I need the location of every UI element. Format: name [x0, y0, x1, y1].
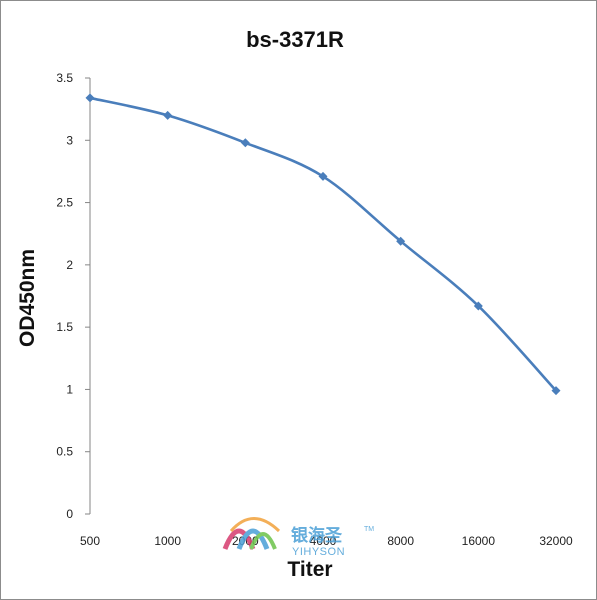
x-tick-label: 4000	[310, 534, 337, 548]
data-point-marker	[163, 110, 173, 120]
x-tick-label: 1000	[154, 534, 181, 548]
data-point-marker	[473, 301, 483, 311]
data-point-marker	[318, 171, 328, 181]
x-tick-label: 16000	[462, 534, 496, 548]
y-tick-label: 3	[66, 133, 73, 147]
y-tick-label: 0.5	[56, 445, 73, 459]
data-point-marker	[240, 138, 250, 148]
yihyson-logo-icon	[222, 517, 281, 550]
x-tick-label: 8000	[387, 534, 414, 548]
y-tick-label: 2.5	[56, 196, 73, 210]
chart-title: bs-3371R	[246, 27, 344, 52]
y-tick-label: 3.5	[56, 71, 73, 85]
y-tick-label: 2	[66, 258, 73, 272]
y-axis-title: OD450nm	[16, 249, 39, 347]
yihyson-watermark: 银海圣 TM YIHYSON	[222, 517, 374, 558]
data-point-marker	[551, 386, 561, 396]
y-tick-label: 1	[66, 382, 73, 396]
y-tick-label: 0	[66, 507, 73, 521]
data-markers	[85, 93, 561, 396]
watermark-name-cn: 银海圣	[291, 525, 343, 546]
x-tick-label: 500	[80, 534, 100, 548]
y-axis-ticks: 0 0.5 1 1.5 2 2.5 3 3.5	[56, 71, 90, 521]
y-tick-label: 1.5	[56, 320, 73, 334]
watermark-name-en: YIHYSON	[292, 546, 345, 558]
series-line	[89, 96, 557, 392]
watermark-tm-mark: TM	[364, 526, 374, 533]
data-point-marker	[396, 236, 406, 246]
x-tick-label: 32000	[539, 534, 573, 548]
x-axis-title: Titer	[287, 558, 332, 581]
data-point-marker	[85, 93, 95, 103]
